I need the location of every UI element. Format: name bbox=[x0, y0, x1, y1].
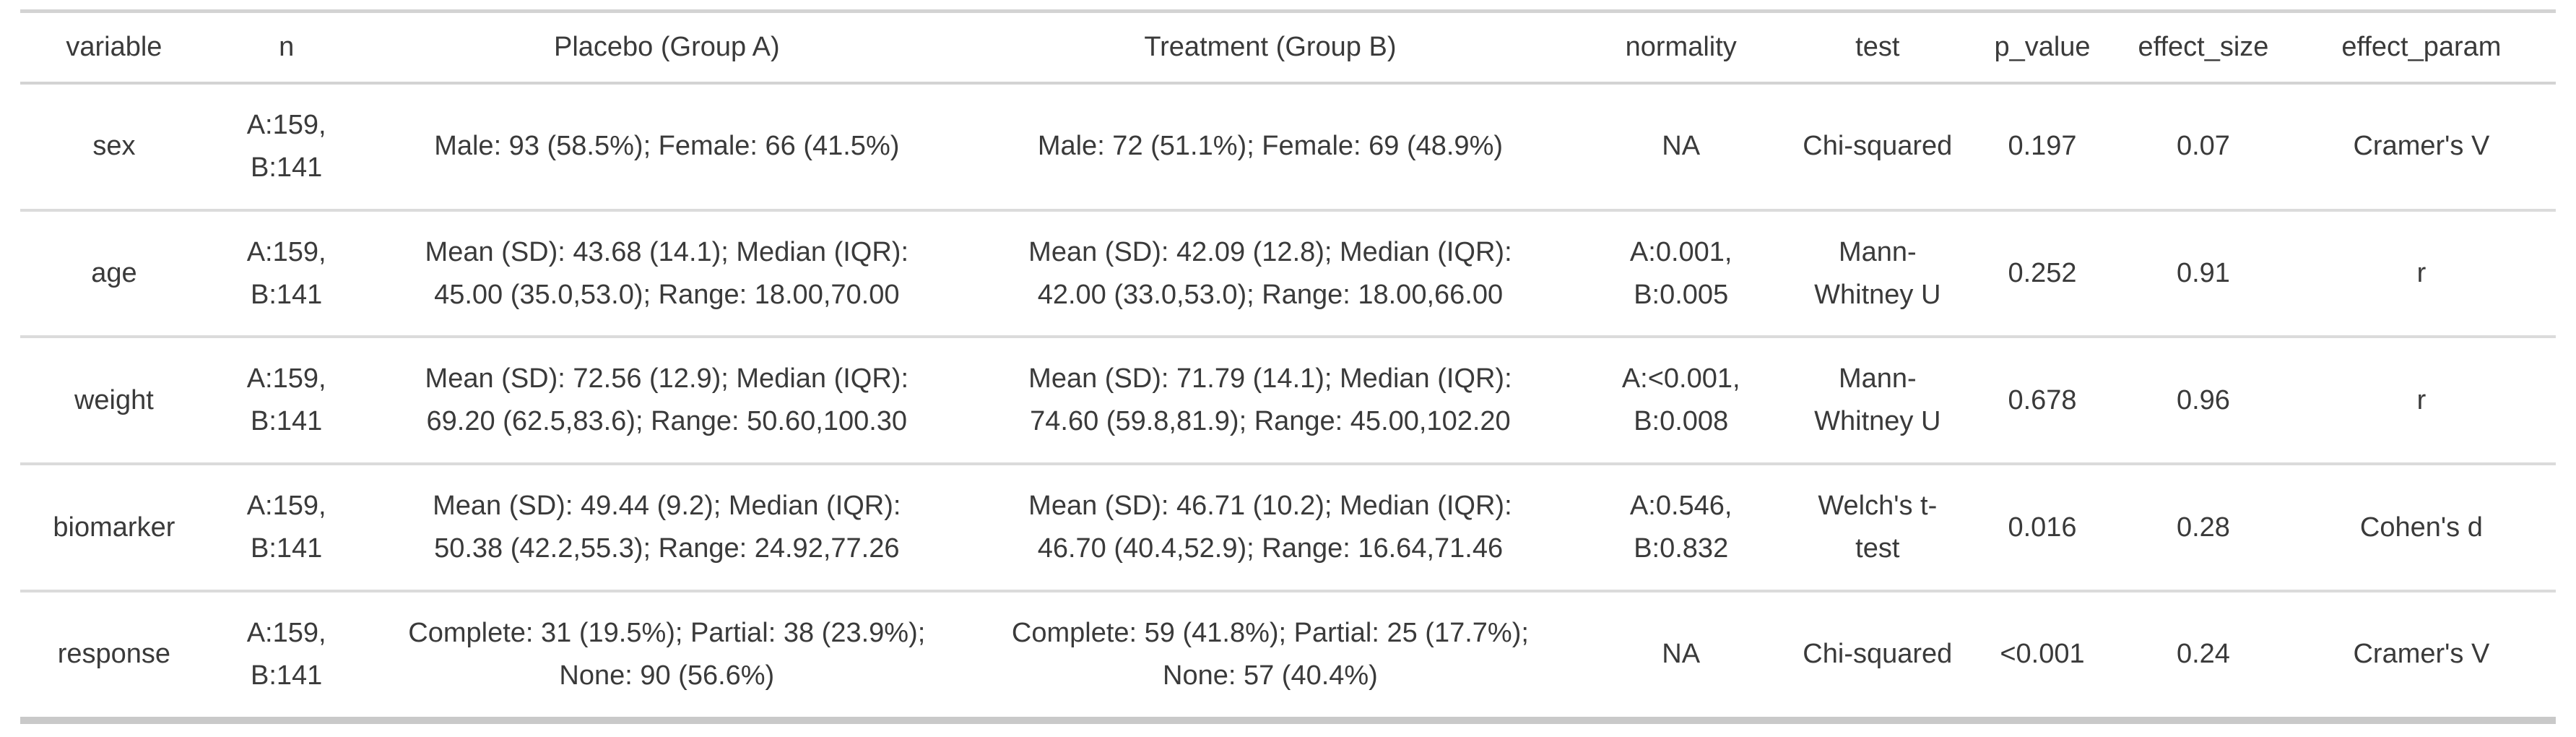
table-header: variable n Placebo (Group A) Treatment (… bbox=[20, 11, 2556, 85]
header-row: variable n Placebo (Group A) Treatment (… bbox=[20, 11, 2556, 85]
cell-effect-size: 0.24 bbox=[2176, 639, 2230, 670]
cell-placebo-summary: Mean (SD): 43.68 (14.1); Median (IQR): 4… bbox=[365, 210, 969, 339]
cell-n: A:159, B:141 bbox=[207, 464, 365, 593]
cell-variable: biomarker bbox=[20, 464, 208, 593]
cell-treatment-summary: Complete: 59 (41.8%); Partial: 25 (17.7%… bbox=[1011, 618, 1529, 691]
cell-normality: A:<0.001, B:0.008 bbox=[1571, 337, 1790, 466]
column-header-treatment: Treatment (Group B) bbox=[968, 11, 1572, 85]
cell-effect-param: Cramer's V bbox=[2286, 82, 2556, 212]
cell-treatment-summary: Male: 72 (51.1%); Female: 69 (48.9%) bbox=[968, 82, 1572, 212]
cell-n: A:159, B:141 bbox=[246, 618, 326, 691]
cell-normality: A:0.001, B:0.005 bbox=[1571, 210, 1790, 339]
group-comparison-summary-table: variable n Placebo (Group A) Treatment (… bbox=[20, 9, 2556, 724]
cell-treatment-summary: Mean (SD): 46.71 (10.2); Median (IQR): 4… bbox=[968, 464, 1572, 593]
column-header-test: test bbox=[1790, 11, 1965, 85]
column-header-p-value: p_value bbox=[1964, 11, 2120, 85]
column-header-placebo: Placebo (Group A) bbox=[365, 11, 969, 85]
cell-effect-size: 0.96 bbox=[2120, 337, 2287, 466]
table-body: sex A:159, B:141 Male: 93 (58.5%); Femal… bbox=[20, 82, 2556, 720]
cell-n: A:159, B:141 bbox=[207, 82, 365, 212]
cell-p-value: 0.252 bbox=[1964, 210, 2120, 339]
cell-test: Welch's t- test bbox=[1790, 464, 1965, 593]
table-row-age: age A:159, B:141 Mean (SD): 43.68 (14.1)… bbox=[20, 210, 2556, 339]
cell-placebo-summary: Male: 93 (58.5%); Female: 66 (41.5%) bbox=[365, 82, 969, 212]
cell-effect-param: r bbox=[2286, 337, 2556, 466]
cell-effect-param: Cramer's V bbox=[2353, 639, 2490, 670]
cell-p-value: 0.197 bbox=[1964, 82, 2120, 212]
cell-p-value: <0.001 bbox=[2000, 639, 2085, 670]
cell-p-value: 0.016 bbox=[1964, 464, 2120, 593]
cell-effect-size: 0.91 bbox=[2120, 210, 2287, 339]
table-row-biomarker: biomarker A:159, B:141 Mean (SD): 49.44 … bbox=[20, 464, 2556, 593]
cell-variable: response bbox=[57, 639, 171, 670]
cell-effect-param: r bbox=[2286, 210, 2556, 339]
cell-test: Chi-squared bbox=[1803, 639, 1953, 670]
cell-placebo-summary: Mean (SD): 72.56 (12.9); Median (IQR): 6… bbox=[365, 337, 969, 466]
cell-variable: age bbox=[20, 210, 208, 339]
cell-normality: NA bbox=[1662, 639, 1701, 670]
cell-placebo-summary: Complete: 31 (19.5%); Partial: 38 (23.9%… bbox=[408, 618, 926, 691]
table-row-response: response A:159, B:141 Complete: 31 (19.5… bbox=[20, 591, 2556, 720]
cell-placebo-summary: Mean (SD): 49.44 (9.2); Median (IQR): 50… bbox=[365, 464, 969, 593]
cell-test: Mann- Whitney U bbox=[1790, 210, 1965, 339]
column-header-n: n bbox=[207, 11, 365, 85]
cell-effect-size: 0.28 bbox=[2120, 464, 2287, 593]
cell-variable: sex bbox=[20, 82, 208, 212]
cell-n: A:159, B:141 bbox=[207, 337, 365, 466]
cell-p-value: 0.678 bbox=[1964, 337, 2120, 466]
column-header-effect-param: effect_param bbox=[2286, 11, 2556, 85]
cell-n: A:159, B:141 bbox=[207, 210, 365, 339]
table-row-weight: weight A:159, B:141 Mean (SD): 72.56 (12… bbox=[20, 337, 2556, 466]
cell-treatment-summary: Mean (SD): 71.79 (14.1); Median (IQR): 7… bbox=[968, 337, 1572, 466]
column-header-effect-size: effect_size bbox=[2120, 11, 2287, 85]
cell-normality: NA bbox=[1571, 82, 1790, 212]
cell-effect-param: Cohen's d bbox=[2286, 464, 2556, 593]
cell-normality: A:0.546, B:0.832 bbox=[1571, 464, 1790, 593]
column-header-variable: variable bbox=[20, 11, 208, 85]
cell-effect-size: 0.07 bbox=[2120, 82, 2287, 212]
cell-test: Chi-squared bbox=[1790, 82, 1965, 212]
column-header-normality: normality bbox=[1571, 11, 1790, 85]
table-row-sex: sex A:159, B:141 Male: 93 (58.5%); Femal… bbox=[20, 82, 2556, 212]
cell-treatment-summary: Mean (SD): 42.09 (12.8); Median (IQR): 4… bbox=[968, 210, 1572, 339]
cell-variable: weight bbox=[20, 337, 208, 466]
cell-test: Mann- Whitney U bbox=[1790, 337, 1965, 466]
